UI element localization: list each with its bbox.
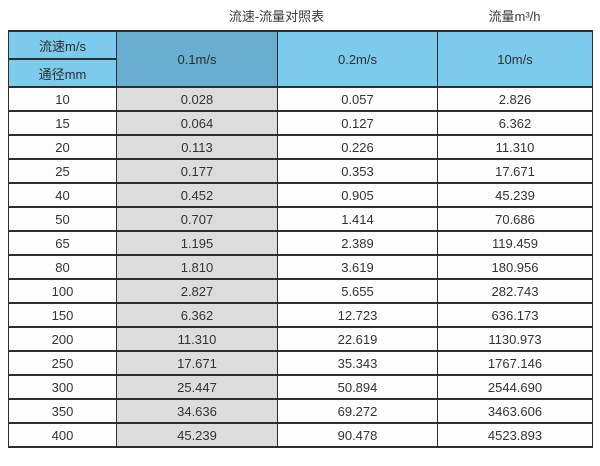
flow-value-cell: 17.671 (116, 350, 278, 376)
page-title: 流速-流量对照表 (228, 8, 325, 24)
flow-value-cell: 3463.606 (437, 398, 593, 424)
flow-value-cell: 0.028 (116, 86, 278, 112)
flow-value-cell: 1.810 (116, 254, 278, 280)
table-body: 10 0.028 0.057 2.826 15 0.064 0.127 6.362 20 0.11… (8, 86, 593, 448)
diameter-cell: 10 (8, 86, 117, 112)
table-header: 流速m/s 0.1m/s 0.2m/s 10m/s 通径mm (8, 30, 593, 88)
corner-diameter-label: 通径mm (8, 58, 117, 88)
flow-value-cell: 1.414 (277, 206, 438, 232)
flow-value-cell: 0.905 (277, 182, 438, 208)
table-row: 25 0.177 0.353 17.671 (8, 158, 593, 184)
flow-value-cell: 90.478 (277, 422, 438, 448)
table-row: 20 0.113 0.226 11.310 (8, 134, 593, 160)
flow-value-cell: 17.671 (437, 158, 593, 184)
flow-value-cell: 636.173 (437, 302, 593, 328)
flow-value-cell: 25.447 (116, 374, 278, 400)
flow-value-cell: 3.619 (277, 254, 438, 280)
table-row: 350 34.636 69.272 3463.606 (8, 398, 593, 424)
table-row: 80 1.810 3.619 180.956 (8, 254, 593, 280)
flow-value-cell: 0.226 (277, 134, 438, 160)
flow-value-cell: 34.636 (116, 398, 278, 424)
table-row: 65 1.195 2.389 119.459 (8, 230, 593, 256)
flow-value-cell: 11.310 (116, 326, 278, 352)
diameter-cell: 40 (8, 182, 117, 208)
flow-value-cell: 2.827 (116, 278, 278, 304)
column-header-0-1ms: 0.1m/s (116, 30, 278, 88)
page-header: 流速-流量对照表 流量m³/h (0, 0, 592, 30)
flow-value-cell: 0.353 (277, 158, 438, 184)
flow-value-cell: 0.057 (277, 86, 438, 112)
flow-value-cell: 1767.146 (437, 350, 593, 376)
flow-value-cell: 5.655 (277, 278, 438, 304)
table-row: 250 17.671 35.343 1767.146 (8, 350, 593, 376)
flow-value-cell: 0.452 (116, 182, 278, 208)
diameter-cell: 50 (8, 206, 117, 232)
flow-value-cell: 1.195 (116, 230, 278, 256)
table-row: 300 25.447 50.894 2544.690 (8, 374, 593, 400)
flow-value-cell: 0.064 (116, 110, 278, 136)
flow-value-cell: 45.239 (116, 422, 278, 448)
table-row: 200 11.310 22.619 1130.973 (8, 326, 593, 352)
diameter-cell: 150 (8, 302, 117, 328)
flow-value-cell: 12.723 (277, 302, 438, 328)
flow-value-cell: 22.619 (277, 326, 438, 352)
flow-value-cell: 180.956 (437, 254, 593, 280)
flow-value-cell: 70.686 (437, 206, 593, 232)
flow-value-cell: 0.177 (116, 158, 278, 184)
diameter-cell: 20 (8, 134, 117, 160)
diameter-cell: 350 (8, 398, 117, 424)
flow-value-cell: 11.310 (437, 134, 593, 160)
flow-value-cell: 0.127 (277, 110, 438, 136)
flow-value-cell: 6.362 (116, 302, 278, 328)
header-row-bottom: 通径mm (8, 58, 593, 88)
flow-value-cell: 6.362 (437, 110, 593, 136)
diameter-cell: 250 (8, 350, 117, 376)
table-row: 150 6.362 12.723 636.173 (8, 302, 593, 328)
diameter-cell: 65 (8, 230, 117, 256)
flow-rate-table: 流速m/s 0.1m/s 0.2m/s 10m/s 通径mm 10 0.028 0.… (8, 30, 593, 448)
flow-value-cell: 45.239 (437, 182, 593, 208)
table-row: 50 0.707 1.414 70.686 (8, 206, 593, 232)
flow-unit-label: 流量m³/h (488, 8, 541, 24)
flow-value-cell: 0.113 (116, 134, 278, 160)
table-row: 400 45.239 90.478 4523.893 (8, 422, 593, 448)
table-row: 15 0.064 0.127 6.362 (8, 110, 593, 136)
flow-value-cell: 0.707 (116, 206, 278, 232)
flow-value-cell: 35.343 (277, 350, 438, 376)
diameter-cell: 15 (8, 110, 117, 136)
flow-value-cell: 2544.690 (437, 374, 593, 400)
flow-value-cell: 2.826 (437, 86, 593, 112)
corner-velocity-label: 流速m/s (8, 30, 117, 60)
diameter-cell: 200 (8, 326, 117, 352)
column-header-0-2ms: 0.2m/s (277, 30, 438, 88)
column-header-10ms: 10m/s (437, 30, 593, 88)
table-row: 100 2.827 5.655 282.743 (8, 278, 593, 304)
diameter-cell: 80 (8, 254, 117, 280)
flow-value-cell: 282.743 (437, 278, 593, 304)
flow-value-cell: 1130.973 (437, 326, 593, 352)
flow-value-cell: 50.894 (277, 374, 438, 400)
flow-value-cell: 119.459 (437, 230, 593, 256)
diameter-cell: 100 (8, 278, 117, 304)
flow-value-cell: 2.389 (277, 230, 438, 256)
flow-value-cell: 69.272 (277, 398, 438, 424)
diameter-cell: 400 (8, 422, 117, 448)
flow-value-cell: 4523.893 (437, 422, 593, 448)
diameter-cell: 300 (8, 374, 117, 400)
diameter-cell: 25 (8, 158, 117, 184)
table-row: 10 0.028 0.057 2.826 (8, 86, 593, 112)
table-row: 40 0.452 0.905 45.239 (8, 182, 593, 208)
header-row-top: 流速m/s 0.1m/s 0.2m/s 10m/s (8, 30, 593, 88)
